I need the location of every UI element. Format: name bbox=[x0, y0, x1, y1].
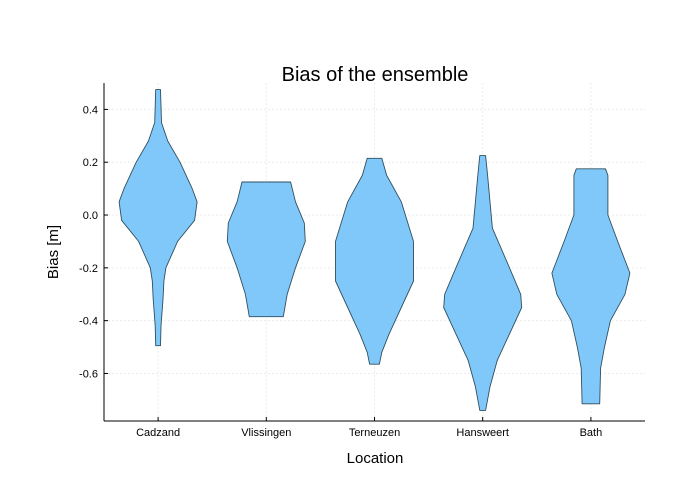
y-tick-label: 0.4 bbox=[83, 104, 98, 116]
y-tick-label: -0.6 bbox=[79, 368, 98, 380]
y-tick-label: -0.2 bbox=[79, 263, 98, 275]
tick-labels: 0.4 0.2 0.0 -0.2 -0.4 -0.6 Cadzand Vlissingen Te… bbox=[79, 104, 602, 439]
violin-cadzand bbox=[118, 89, 198, 347]
y-tick-label: 0.0 bbox=[83, 210, 98, 222]
x-tick-label: Hansweert bbox=[456, 427, 509, 439]
x-tick-label: Bath bbox=[580, 427, 603, 439]
x-axis-label: Location bbox=[347, 450, 404, 467]
y-tick-label: 0.2 bbox=[83, 157, 98, 169]
x-tick-label: Vlissingen bbox=[241, 427, 291, 439]
chart-title: Bias of the ensemble bbox=[282, 64, 469, 86]
x-tick-label: Terneuzen bbox=[349, 427, 400, 439]
violins bbox=[118, 89, 631, 411]
violin-hansweert bbox=[443, 155, 523, 411]
y-tick-label: -0.4 bbox=[79, 316, 98, 328]
y-axis-label: Bias [m] bbox=[45, 225, 62, 279]
axes bbox=[103, 83, 645, 422]
violin-vlissingen bbox=[226, 181, 306, 318]
x-tick-label: Cadzand bbox=[136, 427, 180, 439]
violin-bath bbox=[551, 168, 631, 405]
violin-terneuzen bbox=[335, 157, 414, 365]
